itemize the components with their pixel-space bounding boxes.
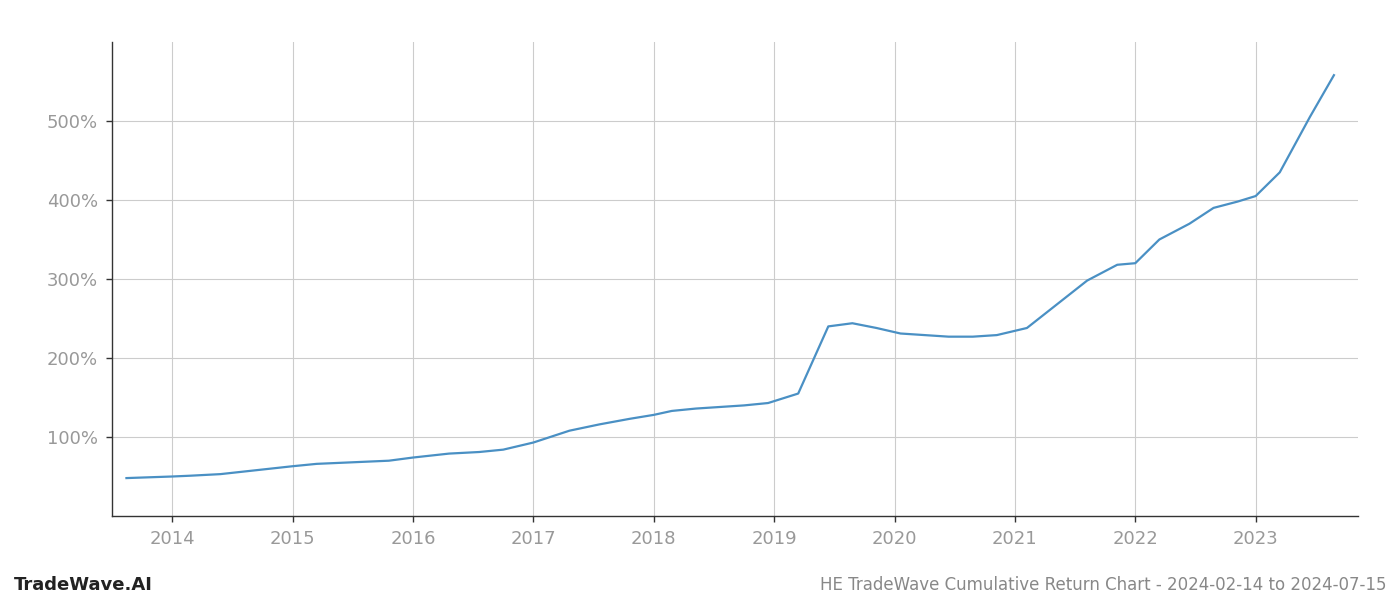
Text: HE TradeWave Cumulative Return Chart - 2024-02-14 to 2024-07-15: HE TradeWave Cumulative Return Chart - 2…	[819, 576, 1386, 594]
Text: TradeWave.AI: TradeWave.AI	[14, 576, 153, 594]
